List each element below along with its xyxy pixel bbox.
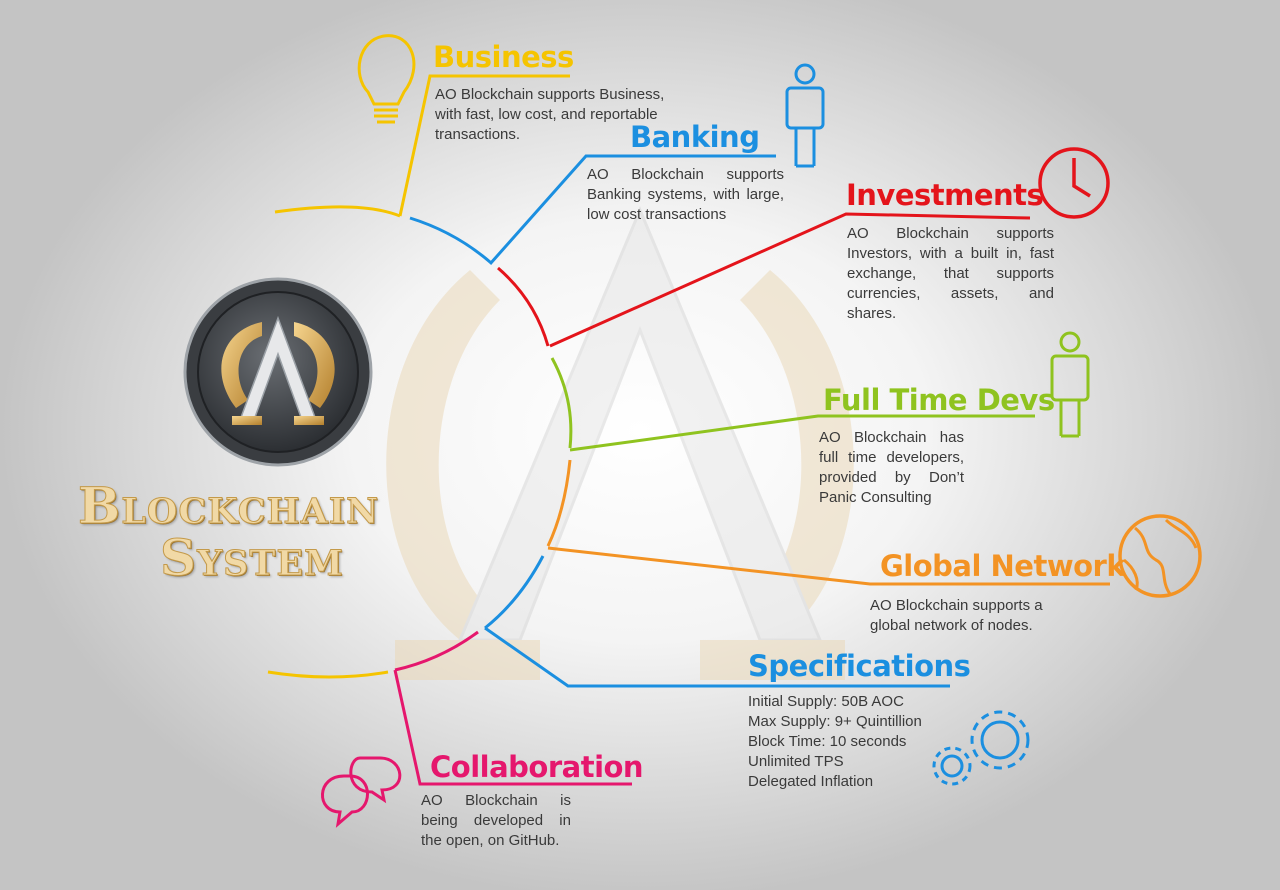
specs-line: Block Time: 10 seconds — [748, 733, 907, 750]
arc-pink — [394, 630, 479, 672]
business-title: Business — [433, 40, 574, 74]
globe-icon — [1118, 514, 1202, 598]
specs-line: Max Supply: 9+ Quintillion — [748, 713, 922, 730]
specs-line: Delegated Inflation — [748, 773, 874, 790]
watermark-logo — [386, 206, 854, 680]
collab-text: AO Blockchain is being developed in the … — [421, 792, 571, 849]
global-title: Global Network — [880, 549, 1126, 583]
banking-title: Banking — [630, 120, 760, 154]
arc-yellow-bottom — [267, 670, 389, 679]
person-icon-devs — [1050, 331, 1090, 438]
specs-title: Specifications — [748, 649, 971, 683]
investments-connector — [549, 212, 1031, 348]
business-connector — [398, 74, 570, 217]
arc-green — [550, 357, 573, 449]
global-connector — [547, 546, 1110, 586]
lightbulb-icon — [357, 34, 416, 124]
arc-yellow-top — [274, 205, 401, 218]
investments-text: AO Blockchain supports Investors, with a… — [847, 225, 1054, 322]
specs-line: Initial Supply: 50B AOC — [748, 693, 904, 710]
chat-bubbles-icon — [321, 756, 402, 828]
banking-text: AO Blockchain supports Banking systems, … — [587, 166, 784, 223]
brand-line-1: Blockchain — [77, 476, 380, 536]
clock-icon — [1038, 147, 1110, 219]
collab-title: Collaboration — [430, 750, 644, 784]
gears-icon — [932, 710, 1030, 786]
specs-line: Unlimited TPS — [748, 753, 844, 770]
specs-list: Initial Supply: 50B AOC Max Supply: 9+ Q… — [748, 692, 978, 792]
arc-red — [497, 266, 550, 347]
devs-title: Full Time Devs — [823, 383, 1055, 417]
arc-blue-top — [409, 216, 491, 264]
banking-connector — [488, 154, 776, 265]
arc-orange — [546, 459, 572, 547]
business-text: AO Blockchain supports Business, with fa… — [435, 86, 665, 143]
person-icon-banking — [785, 63, 825, 168]
brand-line-2: System — [160, 528, 344, 588]
investments-title: Investments — [846, 178, 1044, 212]
global-text: AO Blockchain supports a global network … — [870, 597, 1043, 634]
devs-connector — [569, 414, 1035, 452]
collab-connector — [393, 669, 632, 786]
devs-text: AO Blockchain has full time developers, … — [819, 429, 964, 506]
specs-connector — [484, 626, 950, 688]
arc-blue-bottom — [484, 555, 545, 630]
